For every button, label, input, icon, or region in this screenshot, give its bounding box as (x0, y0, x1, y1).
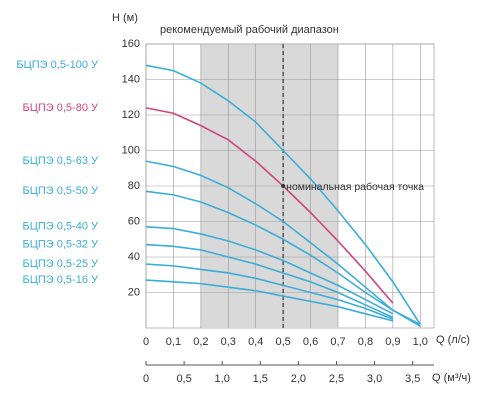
x2-tick-label: 1,5 (253, 373, 268, 385)
y-tick-label: 40 (128, 251, 140, 263)
nominal-point-label: номинальная рабочая точка (286, 181, 424, 193)
x2-tick-label: 2,5 (329, 373, 344, 385)
nominal-point (281, 184, 286, 188)
legend-label: БЦПЭ 0,5-25 У (23, 258, 99, 270)
y-tick-label: 80 (128, 180, 140, 192)
x-tick-label: 0,2 (193, 336, 208, 348)
y-tick-label: 100 (122, 144, 140, 156)
y-tick-label: 60 (128, 215, 140, 227)
x2-tick-label: 1,0 (215, 373, 230, 385)
legend-label: БЦПЭ 0,5-16 У (23, 274, 99, 286)
x-tick-label: 0,6 (303, 336, 318, 348)
y-axis-label: H (м) (112, 12, 138, 24)
x-axis-label: Q (л/с) (436, 334, 470, 346)
legend-label: БЦПЭ 0,5-50 У (23, 185, 99, 197)
legend-label: БЦПЭ 0,5-100 У (16, 59, 99, 71)
x-tick-label: 0,4 (248, 336, 263, 348)
series-line (145, 160, 421, 326)
series-line (145, 243, 394, 319)
x2-tick-label: 0 (143, 373, 149, 385)
x2-axis-label: Q (м³/ч) (432, 372, 471, 384)
x-tick-label: 0,1 (166, 336, 181, 348)
legend-label: БЦПЭ 0,5-40 У (23, 221, 99, 233)
y-tick-label: 160 (122, 38, 140, 50)
x-tick-label: 0,8 (358, 336, 373, 348)
x2-tick-label: 0,5 (176, 373, 191, 385)
x2-tick-label: 3,0 (367, 373, 382, 385)
series-line (145, 279, 394, 322)
legend-label: БЦПЭ 0,5-63 У (23, 155, 99, 167)
x-tick-label: 0,5 (275, 336, 290, 348)
x-tick-label: 0,3 (221, 336, 236, 348)
y-tick-label: 120 (122, 109, 140, 121)
x2-tick-label: 3,5 (405, 373, 420, 385)
x2-tick-label: 2,0 (291, 373, 306, 385)
y-tick-label: 140 (122, 73, 140, 85)
series-line (145, 190, 421, 327)
series-line (145, 263, 394, 320)
x-tick-label: 0,7 (330, 336, 345, 348)
x-tick-label: 1,0 (413, 336, 428, 348)
y-tick-label: 20 (128, 286, 140, 298)
legend-label: БЦПЭ 0,5-32 У (23, 238, 99, 250)
series-line (145, 64, 421, 325)
x-tick-label: 0 (143, 336, 149, 348)
legend-label: БЦПЭ 0,5-80 У (23, 102, 99, 114)
band-label: рекомендуемый рабочий диапазон (160, 24, 339, 36)
x-tick-label: 0,9 (385, 336, 400, 348)
series-line (145, 107, 394, 304)
series-line (145, 226, 394, 315)
